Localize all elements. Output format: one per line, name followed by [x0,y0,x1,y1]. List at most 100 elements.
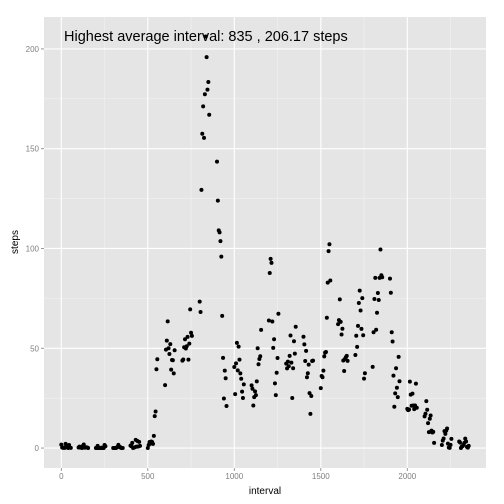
data-point [289,360,294,365]
data-point [358,308,363,313]
data-point [181,357,186,362]
data-point [171,371,176,376]
data-point [272,337,277,342]
data-point [266,318,271,323]
data-point [239,376,244,381]
data-point [324,315,329,320]
data-point [188,307,193,312]
data-point [253,393,258,398]
data-point [424,399,429,404]
data-point [373,275,378,280]
data-point [293,324,298,329]
x-tick-label: 2000 [398,472,416,481]
data-point [185,334,190,339]
data-point [130,440,135,445]
data-point [397,379,402,384]
data-point [407,379,412,384]
data-point [395,395,400,400]
data-point [203,34,208,39]
x-tick-label: 1500 [312,472,330,481]
data-point [323,350,328,355]
data-point [359,326,364,331]
data-point [292,351,297,356]
data-point [426,421,431,426]
data-point [189,333,194,338]
data-point [254,379,259,384]
data-point [205,87,210,92]
y-tick-label: 100 [26,244,40,253]
data-point [290,395,295,400]
x-tick-label: 0 [59,472,64,481]
data-point [431,429,436,434]
data-point [166,346,171,351]
data-point [202,92,207,97]
data-point [458,440,463,445]
data-point [360,296,365,301]
data-point [388,290,393,295]
data-point [328,278,333,283]
data-point [186,357,191,362]
data-point [301,334,306,339]
data-point [153,409,158,414]
data-point [224,403,229,408]
data-point [288,333,293,338]
data-point [154,367,159,372]
data-point [251,403,256,408]
data-point [410,391,415,396]
data-point [376,297,381,302]
data-point [163,383,168,388]
data-point [387,276,392,281]
data-point [305,371,310,376]
major-gridlines [44,17,486,468]
data-point [189,330,194,335]
minor-gridlines [44,17,486,468]
data-point [103,444,108,449]
data-point [375,290,380,295]
data-point [221,396,226,401]
data-point [370,364,375,369]
data-point [392,404,397,409]
data-point [68,445,73,450]
data-point [271,345,276,350]
data-point [393,391,398,396]
data-point [150,441,155,446]
data-point [206,80,211,85]
data-point [215,198,220,203]
data-point [272,381,277,386]
data-point [219,254,224,259]
data-point [291,339,296,344]
data-point [276,311,281,316]
data-point [428,413,433,418]
data-point [169,367,174,372]
data-point [240,395,245,400]
data-point [155,357,160,362]
data-point [337,297,342,302]
data-point [170,358,175,363]
data-point [390,339,395,344]
data-point [120,446,125,451]
data-point [389,330,394,335]
data-point [221,355,226,360]
data-point [236,344,241,349]
data-point [81,442,86,447]
data-point [86,446,91,451]
data-point [338,319,343,324]
data-point [327,242,332,247]
data-point [200,131,205,136]
data-point [167,352,172,357]
data-point [204,55,209,60]
data-point [137,439,142,444]
data-point [268,256,273,261]
data-point [321,368,326,373]
data-point [318,386,323,391]
data-point [197,299,202,304]
data-point [285,359,290,364]
data-point [152,414,157,419]
data-point [322,354,327,359]
data-point [270,319,275,324]
data-point [326,249,331,254]
data-point [234,361,239,366]
data-point [361,333,366,338]
x-axis-ticks: 0 500 1000 1500 2000 [59,468,417,481]
data-point [138,443,143,448]
